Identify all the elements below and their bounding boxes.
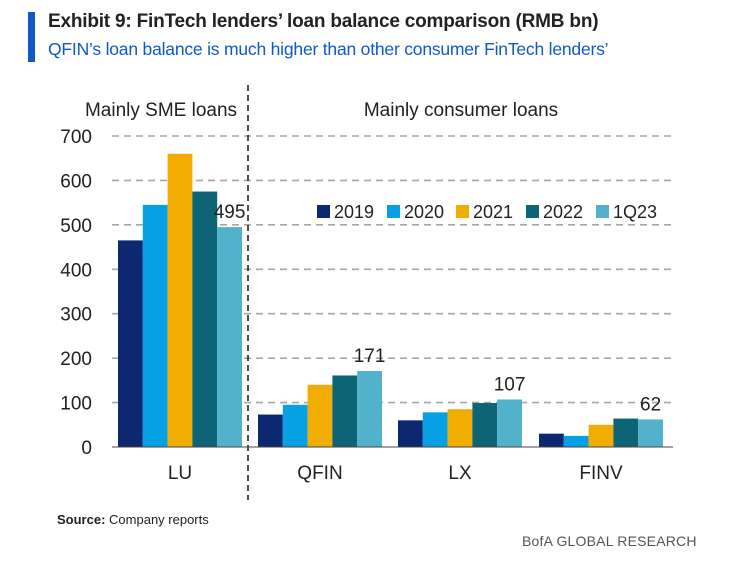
- bar-finv-2019: [539, 433, 564, 447]
- bar-lx-2021: [447, 409, 473, 447]
- bar-finv-2022: [613, 418, 639, 447]
- y-tick-label: 200: [60, 349, 92, 370]
- bar-qfin-2022: [332, 375, 358, 447]
- bar-lx-2019: [398, 420, 423, 447]
- bar-finv-2021: [588, 424, 614, 447]
- legend-swatch-2020: [387, 205, 400, 218]
- y-tick-label: 0: [81, 438, 92, 459]
- legend-label-2022: 2022: [543, 202, 583, 222]
- bar-lu-2020: [142, 204, 168, 447]
- y-tick-label: 300: [60, 305, 92, 326]
- x-tick-label: LU: [168, 463, 192, 484]
- legend-swatch-1q23: [596, 205, 609, 218]
- x-tick-label: QFIN: [297, 463, 342, 484]
- y-tick-label: 500: [60, 216, 92, 237]
- bar-lu-2019: [118, 240, 143, 447]
- y-tick-label: 100: [60, 394, 92, 415]
- data-label-lx: 107: [494, 374, 526, 395]
- x-tick-label: LX: [448, 463, 472, 484]
- bar-lx-2022: [472, 403, 498, 447]
- group-label-sme: Mainly SME loans: [85, 100, 237, 121]
- bar-lu-2021: [167, 153, 193, 447]
- y-tick-label: 600: [60, 171, 92, 192]
- bar-qfin-1q23: [357, 371, 382, 447]
- data-label-lu: 495: [214, 202, 246, 223]
- chart-title: Exhibit 9: FinTech lenders’ loan balance…: [48, 11, 599, 32]
- brand-footer: BofA GLOBAL RESEARCH: [522, 533, 697, 549]
- legend-label-2020: 2020: [404, 202, 444, 222]
- bar-finv-1q23: [638, 419, 663, 447]
- bar-lu-1q23: [217, 227, 242, 447]
- legend-swatch-2021: [456, 205, 469, 218]
- source-note: Source: Company reports: [57, 512, 209, 527]
- bar-qfin-2021: [307, 384, 333, 447]
- accent-bar: [28, 12, 35, 62]
- bar-qfin-2020: [282, 404, 308, 447]
- bar-finv-2020: [563, 435, 589, 447]
- source-text: Company reports: [109, 512, 209, 527]
- bar-qfin-2019: [258, 414, 283, 447]
- legend-swatch-2022: [526, 205, 539, 218]
- bar-lx-2020: [422, 412, 448, 447]
- x-tick-label: FINV: [579, 463, 623, 484]
- bar-lx-1q23: [497, 399, 522, 447]
- y-tick-label: 400: [60, 260, 92, 281]
- group-label-consumer: Mainly consumer loans: [364, 100, 558, 121]
- legend-swatch-2019: [317, 205, 330, 218]
- legend-label-2019: 2019: [334, 202, 374, 222]
- data-label-finv: 62: [640, 394, 661, 415]
- legend-label-1q23: 1Q23: [613, 202, 657, 222]
- y-tick-label: 700: [60, 127, 92, 148]
- bar-lu-2022: [192, 191, 218, 447]
- chart-subtitle: QFIN’s loan balance is much higher than …: [48, 39, 609, 59]
- source-label: Source:: [57, 512, 106, 527]
- data-label-qfin: 171: [354, 346, 386, 367]
- legend-label-2021: 2021: [473, 202, 513, 222]
